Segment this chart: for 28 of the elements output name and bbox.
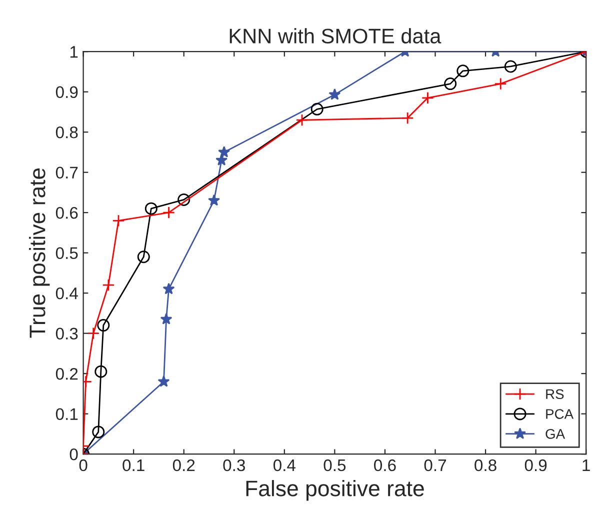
y-axis-title: True positive rate [29,168,50,338]
x-tick-label: 0.8 [474,459,496,472]
y-tick-label: 0 [70,448,78,460]
x-tick-label: 0.9 [524,459,547,472]
x-tick-label: 0.4 [273,459,296,472]
x-axis-title: False positive rate [246,480,424,501]
y-tick-label: 0.9 [56,86,78,98]
x-tick-label: 0.1 [122,459,144,472]
y-tick-label: 0.6 [56,206,78,219]
y-tick-label: 0.7 [56,166,78,179]
chart-title: KNN with SMOTE data [230,28,442,44]
legend-label: GA [546,429,566,439]
x-tick-label: 0.5 [324,459,346,472]
x-tick-label: 1 [582,460,590,472]
legend-label: PCA [546,409,574,419]
legend-label: RS [546,389,564,400]
x-tick-label: 0.6 [374,459,396,472]
y-tick-label: 0.3 [56,328,78,340]
y-tick-label: 0.5 [56,247,78,260]
x-tick-label: 0.2 [172,459,195,472]
x-tick-label: 0.7 [424,459,446,472]
x-tick-label: 0.3 [223,459,245,472]
x-tick-label: 0 [79,459,88,472]
y-tick-label: 0.2 [56,368,78,380]
y-tick-label: 1 [70,46,78,58]
y-tick-label: 0.4 [56,287,78,300]
y-tick-label: 0.1 [56,408,78,420]
y-tick-label: 0.8 [56,126,78,138]
